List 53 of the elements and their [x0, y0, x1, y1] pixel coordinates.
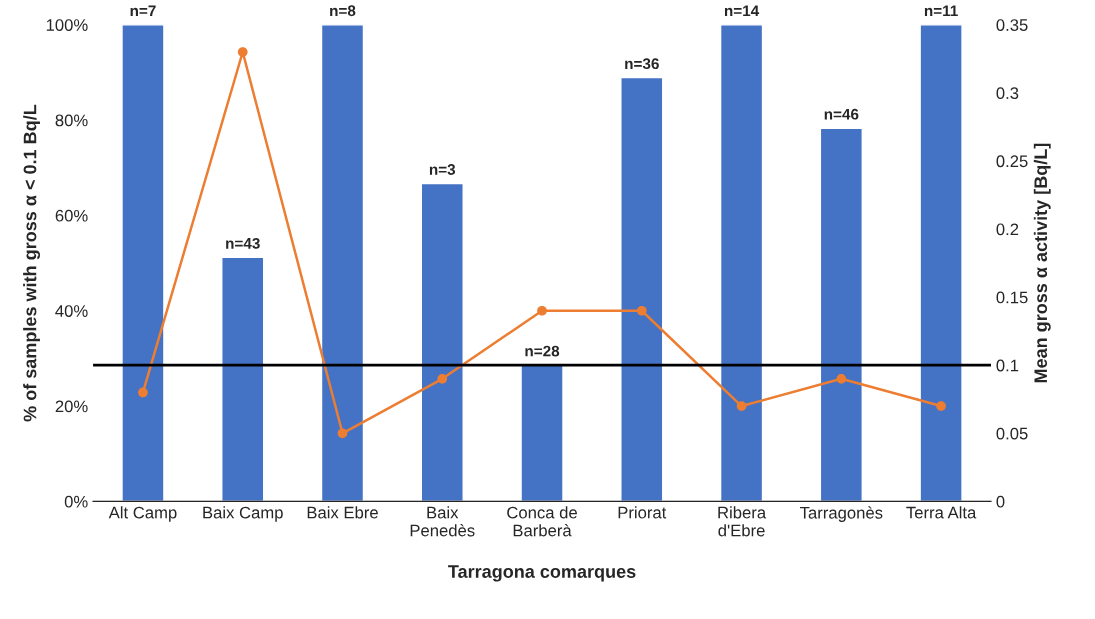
annotation: n=14 [724, 5, 760, 17]
y2-axis-title: Mean gross α activity [Bq/L] [1033, 143, 1051, 383]
bar [620, 76, 664, 502]
annotation: n=43 [226, 237, 260, 249]
y-tick-label: 0% [64, 495, 88, 508]
y-tick-label: 100% [46, 19, 88, 31]
point [537, 305, 547, 316]
bar [121, 24, 165, 502]
y2-tick-label: 0.3 [996, 87, 1019, 100]
x-tick-label: Alt Camp [108, 506, 177, 522]
x-tick-label: Tarragonès [800, 506, 883, 522]
bar [520, 364, 564, 502]
annotation: n=46 [824, 108, 859, 120]
y2-tick-label: 0.15 [996, 291, 1028, 304]
y-tick-label: 60% [55, 209, 88, 222]
bar [719, 24, 764, 502]
x-axis-title: Tarragona comarques [448, 565, 636, 582]
point [138, 387, 148, 398]
y-tick-label: 80% [55, 114, 88, 127]
y2-tick-label: 0 [996, 495, 1005, 508]
y2-tick-label: 0.05 [996, 427, 1028, 440]
point [636, 305, 647, 316]
x-tick-label: Priorat [618, 506, 667, 519]
x-tick-label: Ribera d'Ebre [718, 506, 767, 537]
y2-tick-label: 0.2 [996, 223, 1019, 236]
x-tick-label: Conca de Barberà [507, 506, 577, 537]
point [836, 373, 847, 384]
y-tick-label: 40% [55, 305, 88, 317]
bar [221, 256, 265, 502]
bar [819, 127, 863, 502]
point [736, 401, 747, 411]
annotation: n=3 [429, 164, 456, 175]
bar [420, 182, 464, 502]
y2-tick-label: 0.35 [996, 19, 1028, 31]
point [237, 47, 248, 57]
y2-tick-label: 0.1 [996, 359, 1019, 372]
x-tick-label: Baix Camp [203, 506, 283, 522]
annotation: n=11 [924, 5, 958, 17]
annotation: n=8 [330, 5, 356, 17]
bar [320, 24, 365, 502]
point [437, 373, 448, 384]
annotation: n=28 [525, 345, 560, 357]
y-tick-label: 20% [55, 400, 88, 413]
point [936, 401, 946, 411]
x-tick-label: Terra Alta [906, 506, 977, 519]
annotation: n=36 [625, 58, 659, 70]
y-axis-title: % of samples with gross α < 0.1 Bq/L [23, 104, 41, 422]
bar [919, 24, 963, 502]
y2-tick-label: 0.25 [996, 155, 1028, 168]
x-tick-label: Baix Penedès [410, 506, 475, 537]
x-tick-label: Baix Ebre [307, 506, 378, 519]
point [337, 428, 348, 439]
annotation: n=7 [130, 5, 156, 17]
